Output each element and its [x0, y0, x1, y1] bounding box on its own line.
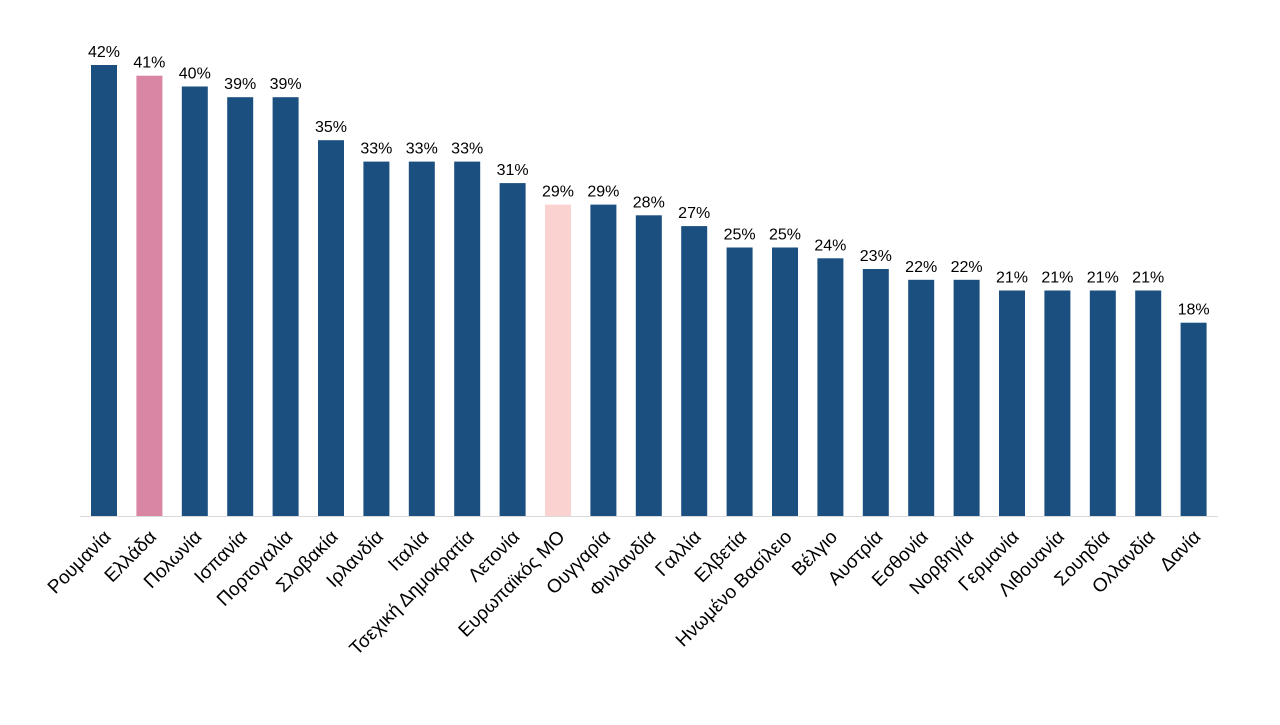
bar-19: [908, 279, 935, 516]
bar-8: [408, 161, 435, 516]
x-tick-label-1: Ρουμανία: [44, 527, 116, 599]
data-label-18: 23%: [860, 248, 892, 265]
data-label-12: 29%: [587, 184, 619, 201]
data-label-23: 21%: [1087, 270, 1119, 287]
bar-24: [1135, 290, 1162, 516]
data-label-24: 21%: [1132, 270, 1164, 287]
bar-3: [181, 86, 208, 516]
data-label-8: 33%: [406, 141, 438, 158]
bar-4: [227, 97, 254, 516]
data-label-13: 28%: [633, 194, 665, 211]
data-label-25: 18%: [1178, 302, 1210, 319]
data-label-21: 21%: [996, 270, 1028, 287]
data-label-22: 21%: [1041, 270, 1073, 287]
data-label-9: 33%: [451, 141, 483, 158]
bar-11: [545, 204, 571, 516]
bar-18: [862, 269, 889, 516]
data-label-1: 42%: [88, 44, 120, 61]
bar-14: [681, 226, 708, 516]
data-label-4: 39%: [224, 76, 256, 93]
bar-23: [1089, 290, 1116, 516]
bar-17: [817, 258, 844, 516]
bar-7: [363, 161, 390, 516]
data-label-19: 22%: [905, 259, 937, 276]
data-label-2: 41%: [133, 55, 165, 72]
bar-6: [318, 140, 344, 516]
data-label-5: 39%: [270, 76, 302, 93]
bar-15: [726, 247, 753, 516]
x-tick-label-25: Δανία: [1156, 527, 1205, 576]
bar-5: [272, 97, 299, 516]
bar-20: [953, 279, 980, 516]
data-label-6: 35%: [315, 119, 347, 136]
x-tick-labels-layer: ΡουμανίαΕλλάδαΠολωνίαΙσπανίαΠορτογαλίαΣλ…: [44, 527, 1205, 660]
bar-13: [635, 215, 662, 517]
data-label-17: 24%: [814, 237, 846, 254]
data-label-14: 27%: [678, 205, 710, 222]
data-label-15: 25%: [724, 227, 756, 244]
bar-22: [1044, 290, 1071, 516]
data-label-3: 40%: [179, 66, 211, 83]
data-labels-layer: 42% 41% 40% 39% 39% 35% 33% 33% 33% 31% 29% 29% 28% 2…: [88, 44, 1210, 319]
data-label-10: 31%: [497, 162, 529, 179]
bar-2: [136, 75, 163, 516]
bar-12: [590, 204, 617, 516]
bar-1: [91, 65, 117, 516]
data-label-7: 33%: [360, 141, 392, 158]
bar-10: [499, 183, 526, 516]
data-label-20: 22%: [951, 259, 983, 276]
bar-25: [1180, 322, 1207, 516]
data-label-16: 25%: [769, 227, 801, 244]
bar-16: [772, 247, 798, 516]
data-label-11: 29%: [542, 184, 574, 201]
bars-layer: [91, 65, 1207, 517]
bar-9: [454, 161, 481, 516]
bar-21: [999, 290, 1025, 516]
